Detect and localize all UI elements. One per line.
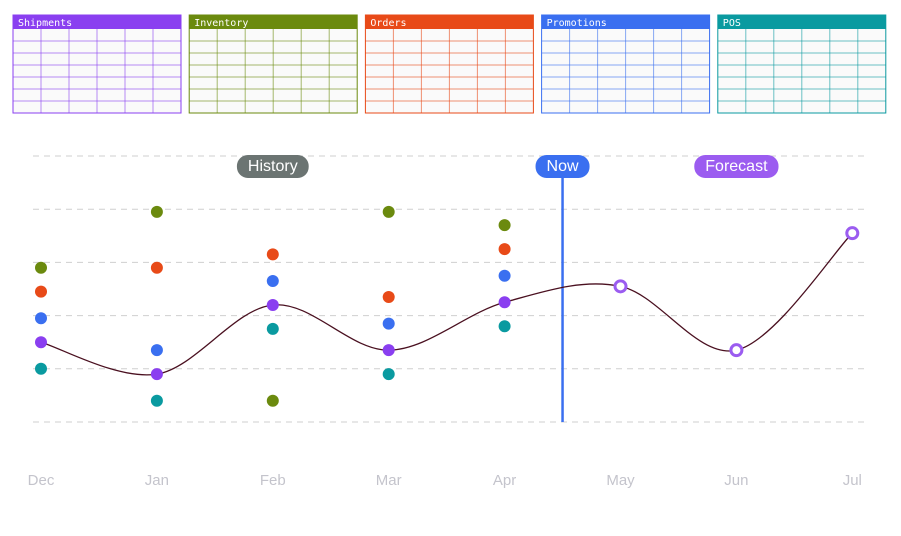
badge-text: Now: [547, 158, 579, 175]
table-title: Orders: [370, 18, 406, 29]
table-header: [189, 15, 358, 29]
x-tick-label: Dec: [28, 472, 55, 489]
table: Shipments: [12, 14, 182, 114]
x-tick-label: May: [606, 472, 635, 489]
data-point: [266, 275, 279, 288]
data-point: [266, 298, 279, 311]
data-point: [498, 219, 511, 232]
data-point: [35, 285, 47, 298]
badge: History: [236, 155, 309, 178]
x-tick-label: Jun: [724, 472, 748, 489]
badge-bg: [236, 155, 309, 178]
forecast-point: [729, 343, 744, 358]
data-point: [266, 248, 279, 261]
data-point: [498, 269, 511, 282]
badge: Now: [535, 155, 590, 178]
data-point: [150, 205, 163, 218]
table-header: [541, 15, 710, 29]
data-point: [382, 368, 395, 381]
x-tick-label: Feb: [260, 472, 286, 489]
table: POS: [717, 14, 887, 114]
data-point: [382, 344, 395, 357]
table-title: Inventory: [194, 18, 248, 29]
table: Inventory: [188, 14, 358, 114]
data-point: [150, 344, 163, 357]
data-point: [35, 336, 47, 349]
badge-bg: [694, 155, 779, 178]
x-tick-label: Jul: [843, 472, 862, 489]
data-point: [266, 394, 279, 407]
x-tick-label: Jan: [145, 472, 169, 489]
data-point: [150, 261, 163, 274]
data-point: [498, 320, 511, 333]
badge-text: Forecast: [705, 158, 768, 175]
table-title: Shipments: [18, 18, 72, 29]
badge-bg: [535, 155, 590, 178]
data-point: [382, 290, 395, 303]
x-tick-label: Mar: [376, 472, 402, 489]
data-point: [150, 368, 163, 381]
table: Promotions: [541, 14, 711, 114]
data-point: [498, 296, 511, 309]
table-header: [717, 15, 886, 29]
forecast-point: [845, 226, 860, 241]
data-point: [35, 362, 47, 375]
data-point: [266, 322, 279, 335]
x-tick-label: Apr: [493, 472, 516, 489]
forecast-point: [613, 279, 628, 294]
table-header: [365, 15, 534, 29]
badge: Forecast: [694, 155, 779, 178]
table-header: [13, 15, 181, 29]
badge-text: History: [248, 158, 298, 175]
data-point: [382, 205, 395, 218]
table-title: Promotions: [547, 18, 607, 29]
data-point: [498, 243, 511, 256]
data-point: [35, 261, 47, 274]
data-point: [382, 317, 395, 330]
table-title: POS: [723, 18, 741, 29]
data-point: [35, 312, 47, 325]
data-point: [150, 394, 163, 407]
table: Orders: [364, 14, 534, 114]
